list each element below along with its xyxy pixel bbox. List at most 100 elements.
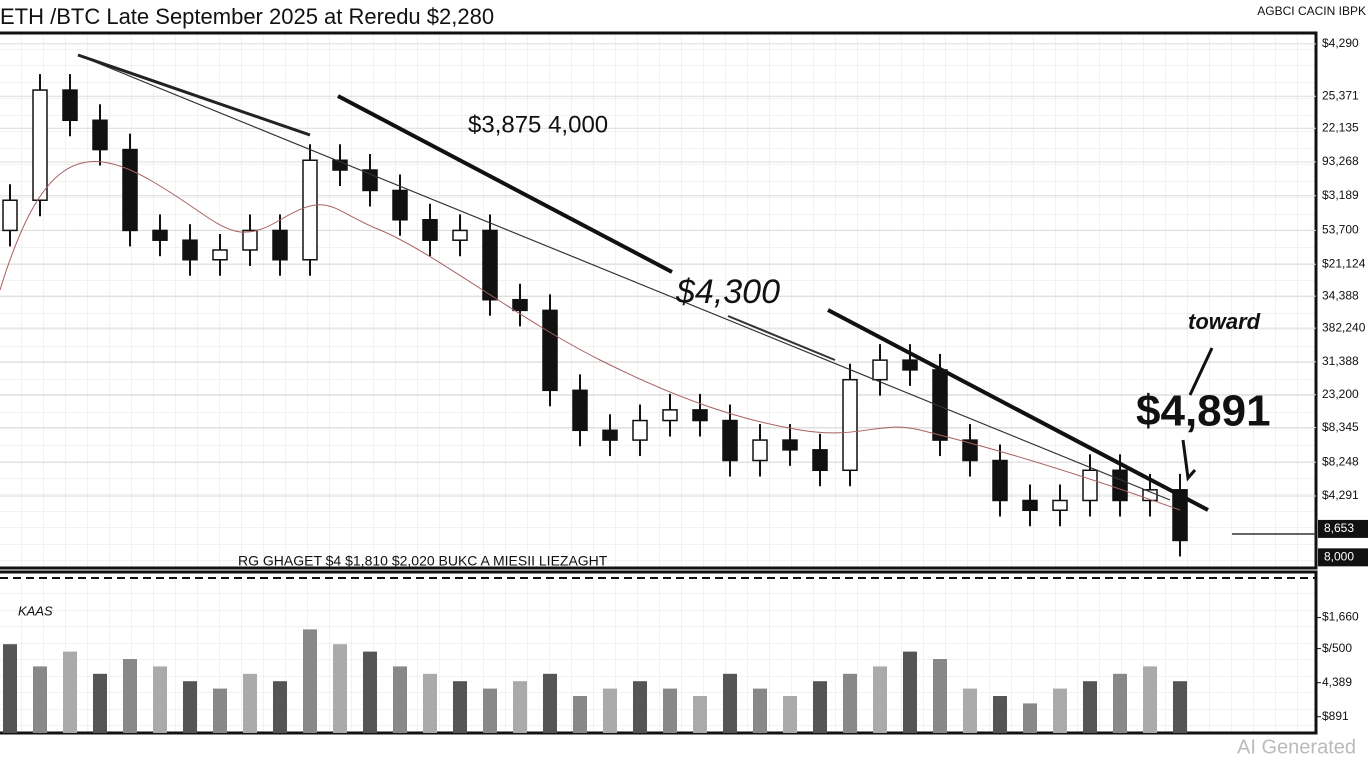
volume-bar (1143, 666, 1157, 733)
candle-body (542, 309, 558, 392)
volume-bar (783, 696, 797, 733)
candle-body (452, 229, 468, 241)
band-text: RG GHAGET $4 $1,810 $2,020 BUKC A MIESII… (238, 553, 608, 569)
volume-bar (63, 651, 77, 733)
volume-bar (723, 673, 737, 733)
candle-body (752, 439, 768, 462)
candle-body (962, 439, 978, 462)
volume-bar (123, 659, 137, 733)
annotation: toward (1188, 309, 1261, 334)
price-panel (0, 31, 1318, 570)
volume-bar (363, 651, 377, 733)
y-tick-label: $8,345 (1322, 420, 1359, 434)
candle-body (122, 148, 138, 232)
volume-bar (603, 688, 617, 733)
candle-body (422, 219, 438, 241)
candle-body (212, 249, 228, 261)
volume-bar (633, 681, 647, 733)
volume-bar (423, 673, 437, 733)
trend-line (77, 53, 311, 137)
volume-bar (543, 673, 557, 733)
volume-bar (903, 651, 917, 733)
y-tick-label: 31,388 (1322, 354, 1359, 368)
volume-bar (483, 688, 497, 733)
volume-bar (93, 673, 107, 733)
volume-bar (1173, 681, 1187, 733)
candle-body (362, 169, 378, 192)
y-tick-label: $21,124 (1322, 256, 1366, 270)
candle-body (32, 89, 48, 201)
candle-body (902, 359, 918, 371)
candle-body (632, 419, 648, 441)
volume-bar (453, 681, 467, 733)
candle-body (482, 229, 498, 301)
candle-body (92, 119, 108, 151)
candle-body (272, 229, 288, 261)
arrow (1181, 439, 1197, 482)
annotation: $4,300 (675, 273, 780, 311)
candle-body (1052, 499, 1068, 512)
volume-bar (393, 666, 407, 733)
volume-bar (183, 681, 197, 733)
arrow (727, 315, 836, 361)
trend-line (337, 94, 673, 274)
annotation: $4,891 (1136, 387, 1271, 436)
volume-bar (693, 696, 707, 733)
y-tick-label: 25,371 (1322, 88, 1359, 102)
chart-title: ETH /BTC Late September 2025 at Reredu $… (0, 4, 494, 29)
candle-body (932, 369, 948, 441)
candle-body (1022, 499, 1038, 512)
price-marker-label: 8,000 (1324, 550, 1354, 564)
y-tick-label: 53,700 (1322, 223, 1359, 237)
candle-body (782, 439, 798, 451)
candle-body (992, 459, 1008, 502)
candle-body (62, 89, 78, 122)
price-marker-label: 8,653 (1324, 521, 1354, 535)
candle-body (242, 229, 258, 251)
y-tick-label: 22,135 (1322, 120, 1359, 134)
volume-bar (1023, 703, 1037, 733)
candle-body (722, 419, 738, 462)
candle-body (662, 409, 678, 422)
volume-bar (813, 681, 827, 733)
y-tick-label: 382,240 (1322, 320, 1366, 334)
volume-bar (993, 696, 1007, 733)
volume-tick-label: $/500 (1322, 641, 1352, 655)
candle-body (302, 159, 318, 261)
volume-bar (753, 688, 767, 733)
volume-bar (1053, 688, 1067, 733)
volume-bar (243, 673, 257, 733)
volume-bar (33, 666, 47, 733)
volume-tick-label: 4,389 (1322, 675, 1352, 689)
moving-average (0, 161, 1181, 511)
annotation: $3,875 4,000 (468, 111, 608, 138)
volume-bar (873, 666, 887, 733)
y-tick-label: $4,291 (1322, 488, 1359, 502)
y-tick-label: $4,290 (1322, 36, 1359, 50)
price-marker-box (1318, 519, 1368, 538)
candle-body (602, 429, 618, 441)
volume-bar (273, 681, 287, 733)
arrow (1188, 347, 1214, 396)
volume-bar (213, 688, 227, 733)
volume-tick-label: $891 (1322, 709, 1349, 723)
candle-body (572, 389, 588, 432)
candle-body (692, 409, 708, 422)
y-tick-label: $3,189 (1322, 188, 1359, 202)
volume-bar (3, 644, 17, 733)
volume-bar (1113, 673, 1127, 733)
volume-bar (933, 659, 947, 733)
volume-panel (0, 570, 1318, 735)
volume-bar (333, 644, 347, 733)
y-tick-label: 23,200 (1322, 387, 1359, 401)
volume-bar (663, 688, 677, 733)
volume-bar (303, 629, 317, 733)
volume-tick-label: $1,660 (1322, 610, 1359, 624)
volume-label: KAAS (18, 603, 53, 618)
trend-line (827, 308, 1209, 512)
candle-body (1112, 469, 1128, 502)
volume-bar (963, 688, 977, 733)
volume-bar (573, 696, 587, 733)
price-marker-box (1318, 548, 1368, 567)
